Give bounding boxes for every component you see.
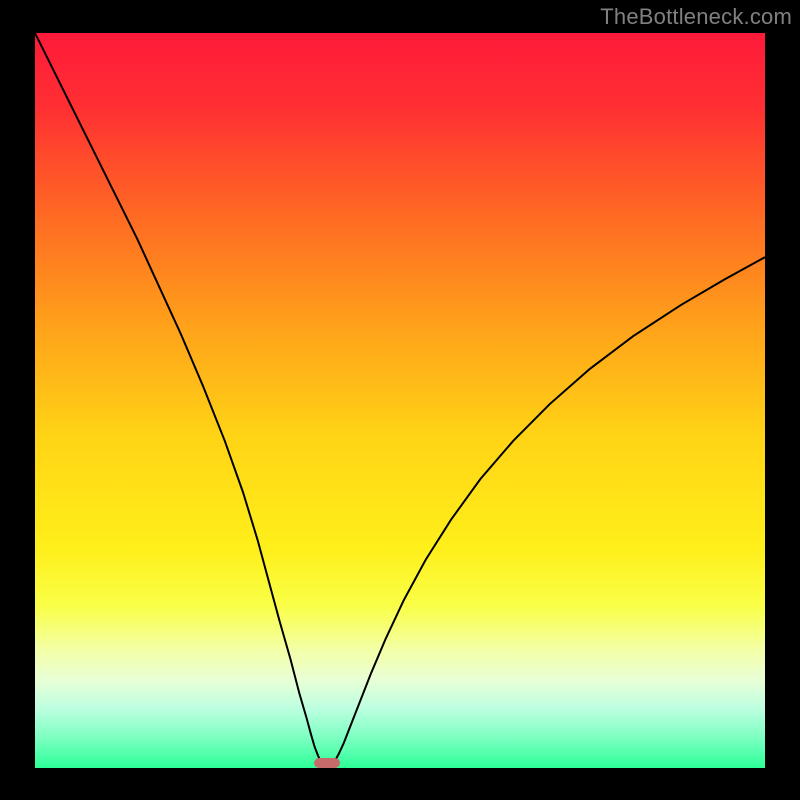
plot-area [35,33,765,768]
chart-frame: TheBottleneck.com [0,0,800,800]
gradient-fill [35,33,765,768]
min-marker [314,758,340,768]
watermark-text: TheBottleneck.com [600,4,792,30]
